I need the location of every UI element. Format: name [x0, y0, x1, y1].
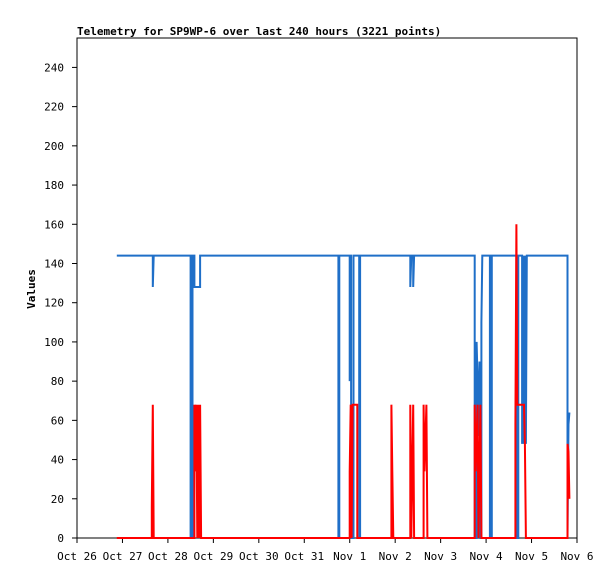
x-tick-label: Oct 28 [148, 550, 188, 563]
y-tick-label: 200 [44, 140, 64, 153]
x-tick-label: Oct 26 [57, 550, 97, 563]
y-tick-label: 40 [51, 454, 64, 467]
x-tick-label: Nov 5 [515, 550, 548, 563]
axis-ticks: 0 20 40 60 80 100 120 140 160 180 200 220 240 Oct 26 O… [44, 61, 593, 563]
x-tick-label: Oct 27 [103, 550, 143, 563]
x-tick-label: Oct 29 [193, 550, 233, 563]
y-tick-label: 120 [44, 297, 64, 310]
x-tick-label: Oct 31 [284, 550, 324, 563]
series-line-1 [116, 254, 571, 539]
y-tick-label: 100 [44, 336, 64, 349]
x-tick-label: Oct 30 [239, 550, 279, 563]
y-tick-label: 220 [44, 101, 64, 114]
y-tick-label: 180 [44, 179, 64, 192]
x-tick-label: Nov 1 [333, 550, 366, 563]
y-tick-label: 20 [51, 493, 64, 506]
chart-title: Telemetry for SP9WP-6 over last 240 hour… [77, 25, 441, 38]
y-tick-label: 80 [51, 375, 64, 388]
series-line-2 [116, 224, 571, 539]
y-tick-label: 60 [51, 414, 64, 427]
x-tick-label: Nov 2 [379, 550, 412, 563]
y-tick-label: 160 [44, 218, 64, 231]
x-tick-label: Nov 4 [470, 550, 503, 563]
y-axis-label: Values [25, 269, 38, 309]
x-tick-label: Nov 6 [560, 550, 593, 563]
x-tick-label: Nov 3 [424, 550, 457, 563]
y-tick-label: 0 [57, 532, 64, 545]
y-tick-label: 240 [44, 61, 64, 74]
series-layer [116, 224, 571, 539]
y-tick-label: 140 [44, 257, 64, 270]
